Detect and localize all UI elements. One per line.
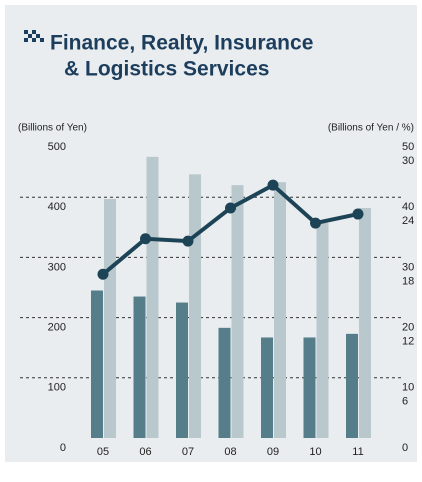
bar [176,302,188,438]
line-marker [182,235,194,247]
line-marker [225,202,236,214]
y-tick-label: 200 [48,322,66,334]
y3-tick-label: 30 [402,155,414,167]
bar [189,174,201,438]
line-marker [97,268,109,280]
bar [261,337,273,438]
x-tick-label: 05 [97,446,109,458]
bar [91,290,103,438]
bar [274,182,286,438]
y2-tick-label: 40 [402,201,414,213]
y3-tick-label: 24 [402,215,414,227]
line-marker [140,233,151,245]
y2-tick-label: 50 [402,141,414,153]
line-marker [310,217,321,229]
title-icon [24,30,44,42]
chart-title: & Logistics Services [64,58,269,81]
y3-tick-label: 6 [402,396,408,408]
y2-axis-label: (Billions of Yen / %) [328,123,414,134]
y-tick-label: 500 [48,141,66,153]
x-tick-label: 07 [182,446,194,458]
x-tick-label: 06 [139,446,151,458]
y3-tick-label: 18 [402,275,414,287]
x-tick-label: 11 [352,446,363,458]
y-tick-label: 300 [48,261,66,273]
x-tick-label: 08 [224,446,236,458]
y2-tick-label: 0 [402,442,408,454]
bar [303,337,316,438]
line-marker [352,208,364,220]
bar [133,296,146,438]
bar [359,208,371,438]
bar [346,333,358,438]
y-tick-label: 400 [48,201,66,213]
y2-tick-label: 30 [402,261,414,273]
bar [146,156,159,438]
y-tick-label: 100 [48,382,66,394]
x-tick-label: 10 [309,446,321,458]
bar [218,327,231,438]
bar [104,199,116,438]
y3-tick-label: 12 [402,336,414,348]
bar [231,185,244,438]
y2-tick-label: 20 [402,322,414,334]
bar [316,223,329,438]
chart-title: Finance, Realty, Insurance [50,32,313,55]
line-marker [267,179,279,191]
x-tick-label: 09 [267,446,279,458]
y-axis-label: (Billions of Yen) [18,123,87,134]
y2-tick-label: 10 [402,382,414,394]
y-tick-label: 0 [60,442,66,454]
